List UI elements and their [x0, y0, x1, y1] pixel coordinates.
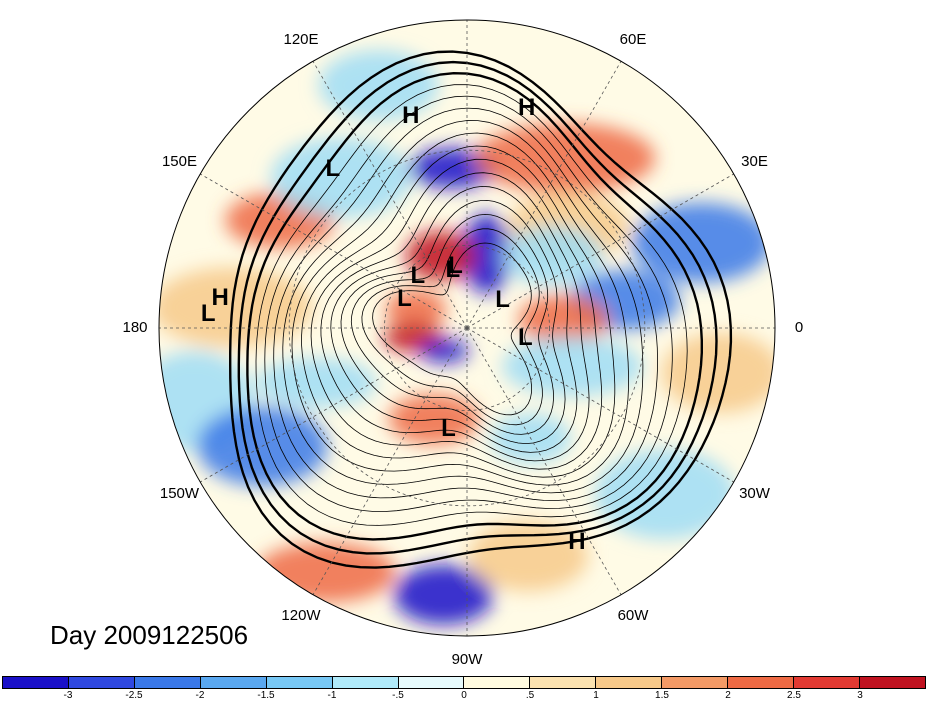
- colorbar-tick-label: 2: [725, 690, 731, 701]
- colorbar-bin: [332, 677, 399, 688]
- longitude-label: 120W: [281, 606, 321, 624]
- colorbar-tick-label: .5: [525, 690, 535, 701]
- colorbar-bin: [859, 677, 925, 688]
- longitude-label: 150E: [161, 153, 197, 170]
- low-pressure-mark: L: [325, 154, 341, 182]
- high-pressure-mark: H: [211, 283, 229, 311]
- anomaly-blob: [475, 123, 656, 194]
- map-title: Day 2009122506: [50, 620, 249, 650]
- longitude-label: 90E: [454, 0, 481, 4]
- anomaly-blob: [393, 564, 494, 625]
- low-pressure-mark: L: [397, 285, 412, 313]
- longitude-label: 30W: [739, 485, 770, 502]
- low-pressure-mark: L: [441, 415, 456, 443]
- low-pressure-mark: L: [445, 255, 461, 283]
- longitude-label: 180: [122, 319, 148, 336]
- colorbar-bin: [266, 677, 333, 688]
- longitude-label: 90W: [451, 651, 483, 668]
- anomaly-blob: [502, 225, 603, 286]
- colorbar-tick-label: -1: [327, 690, 337, 701]
- anomaly-blob: [661, 332, 775, 413]
- longitude-label: 120E: [283, 31, 319, 49]
- height-contour: [340, 199, 566, 445]
- high-pressure-mark: H: [568, 528, 586, 556]
- colorbar-bin: [68, 677, 135, 688]
- longitude-label: 150W: [159, 485, 200, 502]
- low-pressure-mark: L: [448, 252, 463, 280]
- height-contour: [255, 84, 688, 526]
- anomaly-blob: [594, 449, 735, 540]
- height-contour: [264, 95, 673, 512]
- colorbar-tick-label: 1.5: [655, 690, 669, 701]
- colorbar-tick-label: -3: [63, 690, 73, 701]
- anomaly-blob: [518, 294, 609, 345]
- anomaly-blob: [256, 357, 377, 408]
- graticule: [159, 20, 775, 636]
- colorbar-bin: [662, 677, 729, 688]
- anomaly-blob: [468, 521, 589, 592]
- colorbar-tick-label: 2.5: [787, 690, 801, 701]
- anomaly-blob: [318, 50, 439, 121]
- longitude-label: 60E: [619, 31, 647, 49]
- high-pressure-mark: H: [517, 93, 536, 121]
- parallel-circle: [288, 149, 646, 507]
- colorbar-tick-label: -2.5: [125, 690, 143, 701]
- height-contour: [273, 107, 658, 502]
- colorbar-tick-label: 0: [461, 690, 467, 701]
- colorbar-tick-label: -1.5: [257, 690, 275, 701]
- height-contour: [246, 71, 703, 541]
- low-pressure-mark: L: [495, 285, 510, 313]
- colorbar-tick-label: 3: [857, 690, 863, 701]
- colorbar-tick-label: -.5: [392, 690, 404, 701]
- low-pressure-mark: L: [517, 324, 533, 352]
- colorbar-bin: [530, 677, 597, 688]
- height-contour: [282, 120, 644, 494]
- map-boundary: [158, 19, 776, 637]
- colorbar-tick-label: 1: [593, 690, 599, 701]
- colorbar-bin: [200, 677, 267, 688]
- parallel-circle: [384, 245, 550, 411]
- low-pressure-mark: L: [410, 261, 426, 289]
- anomaly-blob: [385, 289, 446, 330]
- colorbar: [2, 676, 926, 689]
- anomaly-blob: [461, 213, 512, 294]
- high-pressure-mark: H: [402, 101, 420, 129]
- height-contour: [320, 172, 590, 462]
- longitude-label: 60W: [617, 606, 649, 624]
- longitude-label: 30E: [741, 153, 768, 170]
- colorbar-tick-label: -2: [195, 690, 205, 701]
- colorbar-bin: [794, 677, 860, 688]
- colorbar-bin: [728, 677, 795, 688]
- anomaly-blob: [419, 338, 470, 363]
- colorbar-bin: [3, 677, 69, 688]
- colorbar-bin: [596, 677, 663, 688]
- height-contour: [291, 132, 630, 486]
- anomaly-blob: [270, 137, 411, 218]
- colorbar-bin: [134, 677, 201, 688]
- longitude-label: 0: [794, 319, 804, 336]
- colorbar-bin: [464, 677, 531, 688]
- colorbar-bin: [398, 677, 465, 688]
- low-pressure-mark: L: [200, 300, 216, 328]
